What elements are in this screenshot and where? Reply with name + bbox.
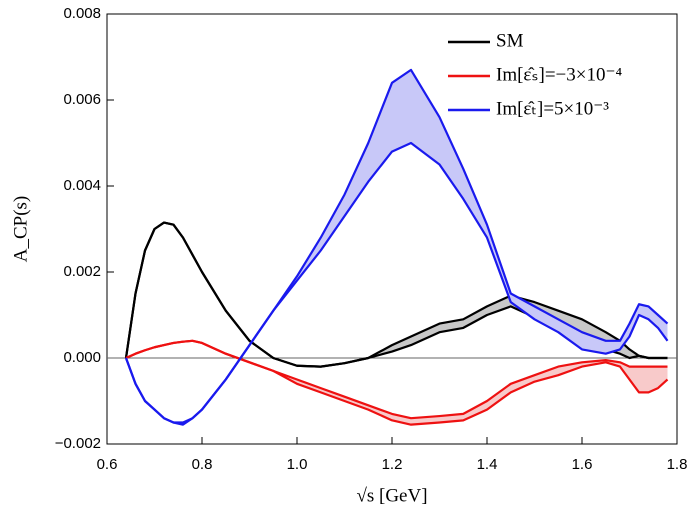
x-tick-label: 1.8 [667, 456, 688, 473]
y-tick-label: 0.004 [63, 177, 101, 194]
line [124, 68, 669, 424]
x-tick-label: 1.2 [382, 456, 403, 473]
line [124, 141, 669, 426]
legend-label: Im[ε̂ₛ]=−3×10⁻⁴ [496, 64, 623, 85]
y-axis-label: A_CP(s) [10, 196, 31, 263]
x-tick-label: 1.0 [287, 456, 308, 473]
line [125, 339, 669, 426]
line [124, 221, 668, 368]
x-tick-label: 1.4 [477, 456, 498, 473]
y-tick-label: 0.008 [63, 5, 101, 22]
x-axis-label: √s [GeV] [356, 485, 427, 506]
x-tick-label: 1.6 [572, 456, 593, 473]
band [126, 69, 668, 425]
y-tick-label: 0.002 [63, 263, 101, 280]
x-tick-label: 0.8 [192, 456, 213, 473]
x-tick-label: 0.6 [97, 456, 118, 473]
y-tick-label: 0.006 [63, 91, 101, 108]
band [126, 340, 668, 425]
y-tick-label: 0.000 [63, 349, 101, 366]
line [125, 339, 668, 420]
legend-label: Im[ε̂ₜ]=5×10⁻³ [496, 98, 609, 119]
y-tick-label: −0.002 [55, 435, 101, 452]
legend-label: SM [496, 30, 524, 51]
